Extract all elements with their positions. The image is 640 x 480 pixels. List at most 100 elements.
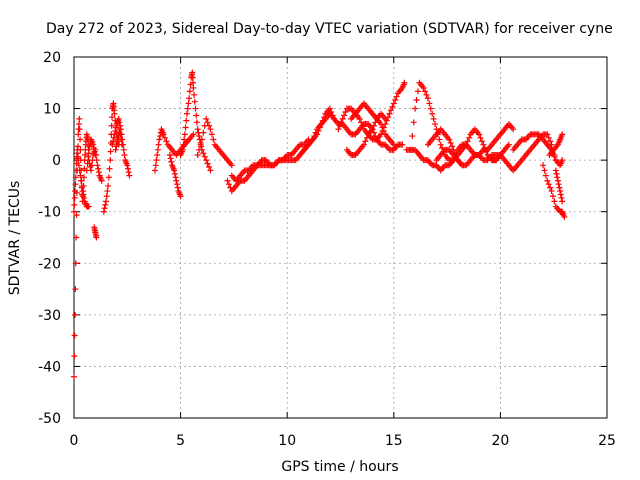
data-point-interp — [200, 129, 207, 136]
data-point-interp — [182, 124, 189, 131]
data-point-interp — [189, 74, 196, 81]
data-point-interp — [422, 88, 429, 95]
data-point — [109, 141, 116, 148]
data-point-interp — [71, 332, 78, 339]
series-t0c — [83, 136, 99, 174]
data-point — [75, 131, 82, 138]
data-point-interp — [75, 162, 82, 169]
data-point-interp — [77, 136, 84, 143]
data-point-interp — [393, 93, 400, 100]
data-point — [401, 79, 408, 86]
series-t1 — [91, 224, 100, 241]
data-point — [115, 115, 122, 122]
data-point-interp — [112, 124, 119, 131]
data-point — [152, 167, 159, 174]
data-point-interp — [193, 119, 200, 126]
data-point-interp — [206, 164, 213, 171]
data-point-interp — [72, 174, 79, 181]
data-point-interp — [154, 146, 161, 153]
data-point-interp — [74, 143, 81, 150]
data-point — [559, 157, 566, 164]
x-tick-label: 5 — [176, 433, 185, 449]
data-point-interp — [555, 181, 562, 188]
data-point-interp — [432, 121, 439, 128]
data-point-interp — [204, 119, 211, 126]
data-point-interp — [312, 129, 319, 136]
data-point-interp — [155, 141, 162, 148]
data-point-interp — [153, 157, 160, 164]
data-point — [71, 208, 77, 215]
data-point — [203, 157, 210, 164]
data-point-interp — [168, 158, 175, 165]
data-point-interp — [392, 96, 399, 103]
data-point-interp — [106, 165, 113, 172]
data-point — [98, 177, 105, 184]
data-point-interp — [76, 167, 83, 174]
data-point — [557, 188, 564, 195]
data-point-interp — [201, 153, 208, 160]
data-point-interp — [359, 122, 366, 129]
series-t4 — [112, 126, 125, 153]
data-point-interp — [478, 138, 485, 145]
data-point-interp — [125, 165, 132, 172]
data-point-interp — [549, 193, 556, 200]
data-point — [412, 105, 419, 112]
y-tick-label: -50 — [38, 411, 61, 427]
data-point-interp — [75, 121, 82, 128]
data-point — [326, 105, 333, 112]
y-tick-label: -20 — [38, 256, 61, 272]
data-point-interp — [72, 181, 79, 188]
data-point — [559, 198, 566, 205]
data-point-interp — [71, 194, 78, 201]
data-point-interp — [121, 151, 128, 158]
data-point — [186, 95, 193, 102]
x-tick-label: 10 — [278, 433, 296, 449]
data-point-interp — [547, 138, 554, 145]
data-point-interp — [95, 165, 102, 172]
data-point — [105, 182, 112, 189]
data-point — [424, 95, 431, 102]
data-point-interp — [171, 170, 178, 177]
data-point-interp — [161, 134, 168, 141]
data-point — [207, 126, 214, 133]
data-point-interp — [105, 174, 112, 181]
data-point-interp — [370, 122, 377, 129]
data-point — [93, 234, 100, 241]
data-point-interp — [191, 91, 198, 98]
data-point-interp — [358, 119, 365, 126]
x-tick-label: 0 — [70, 433, 79, 449]
series-t14 — [348, 100, 397, 148]
data-point-interp — [93, 157, 100, 164]
data-point-interp — [112, 127, 119, 134]
data-point-interp — [90, 145, 97, 152]
series-t7 — [177, 69, 214, 174]
data-point-interp — [410, 119, 417, 126]
data-point — [505, 141, 512, 148]
data-point — [552, 167, 559, 174]
plot-frame — [73, 56, 608, 419]
data-point — [111, 131, 118, 138]
data-point — [378, 121, 385, 128]
data-point — [177, 193, 184, 200]
data-point-interp — [181, 136, 188, 143]
data-point-interp — [71, 353, 78, 360]
series-t10 — [228, 136, 312, 184]
data-point-interp — [466, 134, 473, 141]
data-point — [360, 141, 367, 148]
data-point — [126, 172, 133, 179]
data-point — [94, 162, 101, 169]
data-point — [463, 141, 470, 148]
data-point-interp — [183, 117, 190, 124]
y-axis: 20 10 0 -10 -20 -30 -40 -50 — [38, 50, 607, 427]
data-point — [72, 188, 79, 195]
data-point-interp — [477, 134, 484, 141]
data-point — [207, 167, 214, 174]
data-point-interp — [172, 174, 179, 181]
data-point-interp — [174, 181, 181, 188]
data-point — [548, 188, 555, 195]
data-point — [71, 373, 77, 380]
data-point — [194, 151, 201, 158]
data-point-interp — [379, 124, 386, 131]
data-point — [73, 234, 80, 241]
